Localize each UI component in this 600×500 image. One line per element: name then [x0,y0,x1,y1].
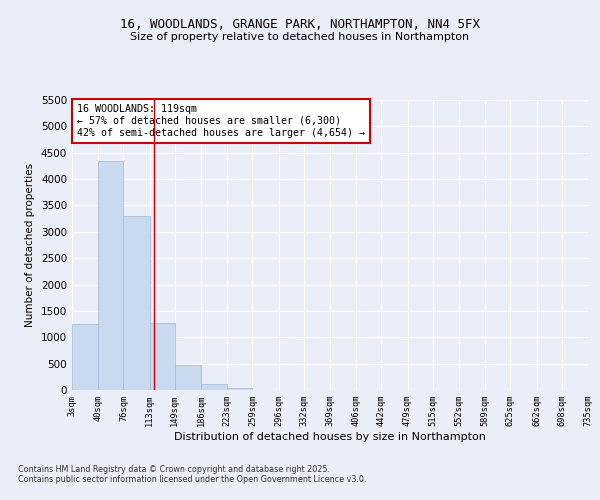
Bar [149,323,175,390]
Text: 16, WOODLANDS, GRANGE PARK, NORTHAMPTON, NN4 5FX: 16, WOODLANDS, GRANGE PARK, NORTHAMPTON,… [120,18,480,30]
Text: Size of property relative to detached houses in Northampton: Size of property relative to detached ho… [130,32,470,42]
Bar [201,384,227,390]
Bar [227,388,253,390]
X-axis label: Distribution of detached houses by size in Northampton: Distribution of detached houses by size … [174,432,486,442]
Text: Contains HM Land Registry data © Crown copyright and database right 2025.: Contains HM Land Registry data © Crown c… [18,466,330,474]
Bar [175,364,201,390]
Bar [124,216,149,390]
Bar [72,324,98,390]
Text: 16 WOODLANDS: 119sqm
← 57% of detached houses are smaller (6,300)
42% of semi-de: 16 WOODLANDS: 119sqm ← 57% of detached h… [77,104,365,138]
Bar [98,160,124,390]
Text: Contains public sector information licensed under the Open Government Licence v3: Contains public sector information licen… [18,476,367,484]
Y-axis label: Number of detached properties: Number of detached properties [25,163,35,327]
